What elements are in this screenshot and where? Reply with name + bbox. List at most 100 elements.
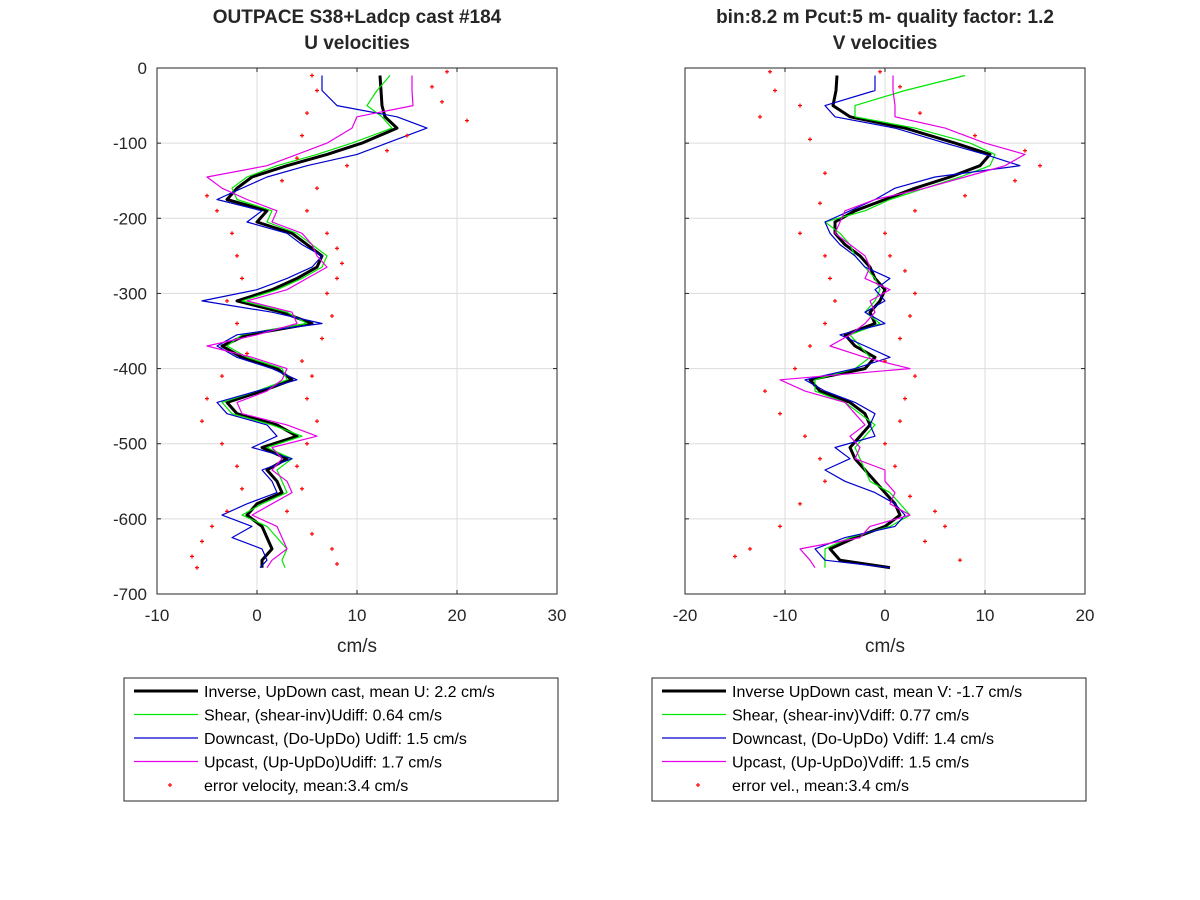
- error-point: [285, 509, 289, 514]
- legend-item: error velocity, mean:3.4 cm/s: [168, 778, 408, 795]
- error-point: [230, 231, 234, 236]
- error-point: [963, 193, 967, 198]
- error-point: [315, 186, 319, 191]
- legend-label: Inverse, UpDown cast, mean U: 2.2 cm/s: [204, 684, 495, 701]
- x-tick-label: -10: [773, 606, 798, 625]
- error-point: [440, 99, 444, 104]
- legend-label: Downcast, (Do-UpDo) Vdiff: 1.4 cm/s: [732, 731, 994, 748]
- x-tick-label: 20: [448, 606, 467, 625]
- legend-label: Shear, (shear-inv)Vdiff: 0.77 cm/s: [732, 708, 969, 725]
- error-point: [913, 291, 917, 296]
- error-point: [325, 231, 329, 236]
- error-point: [798, 231, 802, 236]
- error-point: [878, 69, 882, 74]
- error-point: [893, 464, 897, 469]
- error-point: [898, 84, 902, 89]
- y-tick-label: -400: [113, 360, 147, 379]
- error-point: [913, 374, 917, 379]
- error-point: [445, 69, 449, 74]
- error-point: [200, 419, 204, 424]
- error-point: [305, 208, 309, 213]
- error-point: [888, 253, 892, 258]
- error-point: [943, 524, 947, 529]
- error-point: [195, 565, 199, 570]
- error-point: [465, 118, 469, 123]
- legend-item: Upcast, (Up-UpDo)Udiff: 1.7 cm/s: [134, 755, 442, 772]
- y-tick-label: -700: [113, 585, 147, 604]
- series-line-0: [808, 75, 992, 570]
- error-point: [973, 133, 977, 138]
- legend-item: Downcast, (Do-UpDo) Vdiff: 1.4 cm/s: [662, 731, 994, 748]
- error-point: [310, 374, 314, 379]
- x-axis-label: cm/s: [865, 636, 905, 657]
- error-point: [923, 539, 927, 544]
- error-point: [310, 531, 314, 536]
- error-point: [758, 114, 762, 119]
- error-point: [205, 396, 209, 401]
- error-point: [778, 524, 782, 529]
- error-point: [808, 137, 812, 142]
- chart-title-line: U velocities: [304, 33, 410, 54]
- v-velocity-legend: Inverse UpDown cast, mean V: -1.7 cm/s Sh…: [651, 677, 1087, 802]
- legend-label: error vel., mean:3.4 cm/s: [732, 778, 909, 795]
- error-point: [833, 298, 837, 303]
- error-point: [818, 456, 822, 461]
- legend-label: Upcast, (Up-UpDo)Udiff: 1.7 cm/s: [204, 755, 442, 772]
- legend-item: Inverse UpDown cast, mean V: -1.7 cm/s: [662, 684, 1022, 701]
- legend-label: Downcast, (Do-UpDo) Udiff: 1.5 cm/s: [204, 731, 467, 748]
- error-point: [828, 276, 832, 281]
- x-tick-label: -20: [673, 606, 698, 625]
- legend-item: Shear, (shear-inv)Udiff: 0.64 cm/s: [134, 708, 442, 725]
- error-point: [190, 554, 194, 559]
- series-line-3: [779, 75, 1026, 569]
- legend-box: [123, 677, 559, 802]
- error-point: [200, 539, 204, 544]
- error-point: [778, 411, 782, 416]
- error-point: [225, 298, 229, 303]
- error-point: [310, 73, 314, 78]
- error-point: [240, 276, 244, 281]
- series-line-2: [804, 75, 1021, 569]
- error-point: [240, 486, 244, 491]
- error-point: [798, 501, 802, 506]
- legend-label: Inverse UpDown cast, mean V: -1.7 cm/s: [732, 684, 1022, 701]
- error-point: [903, 396, 907, 401]
- error-point: [798, 103, 802, 108]
- error-point: [818, 201, 822, 206]
- error-point: [793, 366, 797, 371]
- error-point: [748, 546, 752, 551]
- error-point: [340, 261, 344, 266]
- legend-item: Inverse, UpDown cast, mean U: 2.2 cm/s: [134, 684, 495, 701]
- error-point: [220, 441, 224, 446]
- x-tick-label: 0: [880, 606, 889, 625]
- error-point: [280, 178, 284, 183]
- error-point: [405, 133, 409, 138]
- error-point: [315, 419, 319, 424]
- error-point: [763, 389, 767, 394]
- error-point: [235, 253, 239, 258]
- series-line-1: [221, 75, 393, 568]
- error-point: [1038, 163, 1042, 168]
- error-point: [300, 359, 304, 364]
- chart-title-line: bin:8.2 m Pcut:5 m- quality factor: 1.2: [716, 7, 1054, 28]
- series-line-1: [814, 74, 996, 568]
- x-tick-label: 20: [1076, 606, 1095, 625]
- error-point: [898, 419, 902, 424]
- error-point: [913, 208, 917, 213]
- error-point: [295, 156, 299, 161]
- x-tick-label: 30: [548, 606, 567, 625]
- series-line-2: [201, 75, 428, 569]
- error-point: [300, 133, 304, 138]
- error-point: [335, 276, 339, 281]
- legend-item: Downcast, (Do-UpDo) Udiff: 1.5 cm/s: [134, 731, 467, 748]
- error-point: [205, 193, 209, 198]
- error-point: [768, 69, 772, 74]
- error-point: [773, 88, 777, 93]
- legend-label: error velocity, mean:3.4 cm/s: [204, 778, 408, 795]
- legend-label: Upcast, (Up-UpDo)Vdiff: 1.5 cm/s: [732, 755, 969, 772]
- error-point: [808, 344, 812, 349]
- error-point: [295, 464, 299, 469]
- error-point: [235, 464, 239, 469]
- legend-item: Shear, (shear-inv)Vdiff: 0.77 cm/s: [662, 708, 969, 725]
- x-axis-label: cm/s: [337, 636, 377, 657]
